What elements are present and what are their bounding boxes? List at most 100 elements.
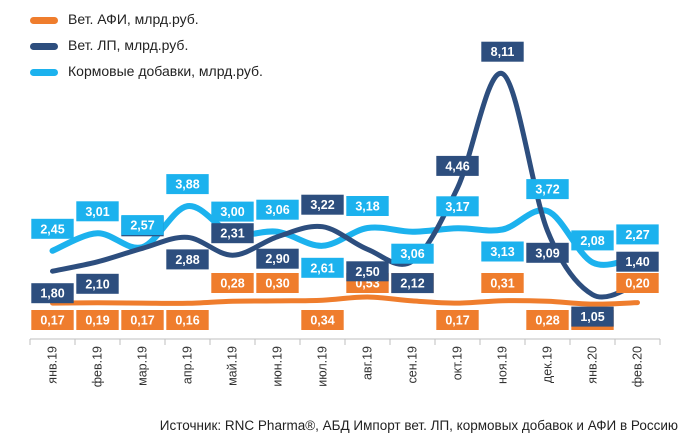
data-label: 3,13 xyxy=(490,245,514,259)
legend-item-feed: Кормовые добавки, млрд.руб. xyxy=(30,58,263,84)
data-label-box xyxy=(256,248,299,269)
series-lines xyxy=(49,71,641,307)
data-label-box xyxy=(616,273,659,293)
data-label: 0,30 xyxy=(265,277,289,291)
data-label: 2,31 xyxy=(220,227,244,241)
data-label: 0,34 xyxy=(310,314,334,328)
data-label: 3,09 xyxy=(535,246,559,260)
data-label-box xyxy=(391,273,434,294)
legend-swatch-feed xyxy=(30,68,58,76)
data-label-box xyxy=(301,310,344,330)
data-label: 3,72 xyxy=(535,183,559,197)
data-label: 3,06 xyxy=(400,247,424,261)
data-label: 2,45 xyxy=(40,222,64,236)
data-label: 2,10 xyxy=(85,277,109,291)
data-label-box xyxy=(211,201,254,222)
data-label: 8,11 xyxy=(491,45,515,59)
x-tick-label: окт.19 xyxy=(451,346,465,380)
data-label-box xyxy=(76,201,119,222)
x-tick-label: фев.20 xyxy=(631,346,645,387)
data-label-box xyxy=(76,310,119,330)
data-label-box xyxy=(121,310,164,330)
x-tick-label: дек.19 xyxy=(541,346,555,383)
data-label: 2,08 xyxy=(580,234,604,248)
legend: Вет. АФИ, млрд.руб. Вет. ЛП, млрд.руб. К… xyxy=(30,6,263,84)
series-line-afi xyxy=(50,294,640,307)
legend-label-feed: Кормовые добавки, млрд.руб. xyxy=(68,63,263,79)
data-label-box xyxy=(616,224,659,245)
legend-swatch-lp xyxy=(30,42,58,50)
x-tick-label: апр.19 xyxy=(181,346,195,384)
data-label-box xyxy=(211,223,254,244)
series-line-lp xyxy=(50,71,640,300)
data-label-box xyxy=(346,261,389,282)
x-axis: янв.19 фев.19 мар.19 апр.19 май.19 июн.19 июл.… xyxy=(29,338,661,387)
data-label: 0,16 xyxy=(175,314,199,328)
x-tick-label: май.19 xyxy=(226,346,240,386)
data-label-box xyxy=(391,243,434,264)
data-label-box xyxy=(571,230,614,251)
data-label-box xyxy=(31,310,74,330)
data-label: 0,17 xyxy=(130,314,154,328)
data-label: 3,17 xyxy=(445,200,469,214)
data-label: 1,05 xyxy=(580,310,604,324)
data-label-box xyxy=(481,41,524,62)
x-tick-label: авг.19 xyxy=(361,346,375,380)
data-label-box xyxy=(436,155,479,176)
data-label: 2,61 xyxy=(310,261,334,275)
data-label: 2,57 xyxy=(130,219,154,233)
data-label-box xyxy=(76,273,119,294)
legend-label-afi: Вет. АФИ, млрд.руб. xyxy=(68,11,199,27)
x-tick-label: сен.19 xyxy=(406,346,420,384)
data-label-box xyxy=(616,251,659,272)
data-label-box xyxy=(301,257,344,278)
legend-item-lp: Вет. ЛП, млрд.руб. xyxy=(30,32,263,58)
x-tick-label: янв.19 xyxy=(46,346,60,384)
x-tick-label: янв.20 xyxy=(586,346,600,384)
data-label: 2,12 xyxy=(400,277,424,291)
data-label-box xyxy=(166,174,209,195)
x-tick-label: июн.19 xyxy=(271,346,285,387)
data-label: 2,50 xyxy=(355,265,379,279)
data-label: 3,88 xyxy=(175,178,199,192)
data-label-box xyxy=(121,215,164,236)
data-label-box xyxy=(346,196,389,216)
legend-swatch-afi xyxy=(30,16,58,24)
data-label: 4,46 xyxy=(445,159,469,173)
data-label: 2,88 xyxy=(175,253,199,267)
data-label: 0,20 xyxy=(625,277,649,291)
data-label-box xyxy=(31,283,74,304)
data-label-box xyxy=(526,242,569,263)
data-label-box xyxy=(526,179,569,200)
source-note: Источник: RNC Pharma®, АБД Импорт вет. Л… xyxy=(159,418,678,433)
data-label-box xyxy=(256,273,299,293)
data-label-box xyxy=(481,241,524,262)
data-label: 1,80 xyxy=(40,287,64,301)
data-label-box xyxy=(571,306,614,327)
x-tick-label: фев.19 xyxy=(91,346,105,387)
data-label-box xyxy=(166,249,209,270)
x-tick-label: июл.19 xyxy=(316,346,330,387)
legend-label-lp: Вет. ЛП, млрд.руб. xyxy=(68,37,189,53)
data-label: 2,90 xyxy=(265,252,289,266)
x-tick-label: мар.19 xyxy=(136,346,150,386)
legend-item-afi: Вет. АФИ, млрд.руб. xyxy=(30,6,263,32)
data-label: 0,19 xyxy=(85,314,109,328)
data-label: 0,28 xyxy=(535,314,559,328)
data-label: 3,01 xyxy=(85,205,109,219)
data-label-box xyxy=(526,310,569,330)
data-label: 3,00 xyxy=(220,205,244,219)
data-label: 1,40 xyxy=(625,255,649,269)
data-label: 0,31 xyxy=(490,277,514,291)
data-label-box xyxy=(31,218,74,239)
data-label: 2,27 xyxy=(625,228,649,242)
x-tick-label: ноя.19 xyxy=(496,346,510,384)
data-label-box xyxy=(166,310,209,330)
data-label: 0,17 xyxy=(445,314,469,328)
data-label: 0,28 xyxy=(220,277,244,291)
data-label: 3,22 xyxy=(310,198,334,212)
data-label-box xyxy=(256,199,299,220)
data-label: 3,06 xyxy=(265,203,289,217)
data-label-box xyxy=(436,196,479,217)
